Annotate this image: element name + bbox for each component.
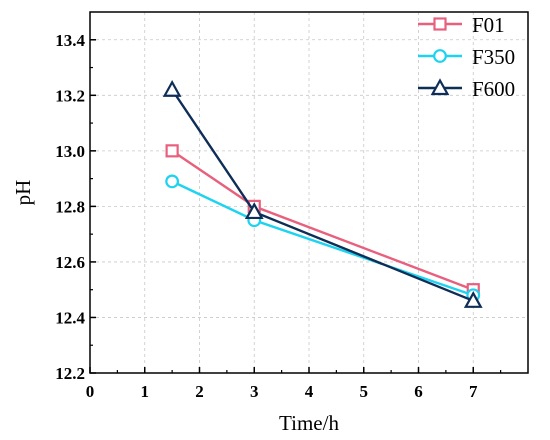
series-f600-line: [171, 89, 474, 302]
y-tick-label: 13.4: [55, 31, 85, 50]
x-tick-label: 7: [469, 382, 478, 401]
x-tick-label: 4: [305, 382, 314, 401]
x-tick-label: 0: [86, 382, 95, 401]
legend-f600-label: F600: [472, 77, 515, 101]
x-tick-label: 1: [141, 382, 150, 401]
legend-f01-label: F01: [472, 13, 505, 37]
y-tick-label: 12.6: [55, 253, 85, 272]
y-tick-label: 12.2: [55, 364, 85, 383]
series-f01: [165, 144, 480, 297]
series-f01-line: [171, 149, 474, 291]
series-layer: [162, 79, 483, 308]
legend-f600-marker: [430, 78, 450, 96]
series-f600-point: [162, 79, 182, 97]
x-tick-label: 5: [360, 382, 369, 401]
x-tick-label: 2: [195, 382, 204, 401]
axes: 0 1 2 3 4 5 6 7 12.2 12.4 12.6 12.8 13.0 13.2 13.4: [55, 31, 502, 401]
series-f350-point: [165, 174, 180, 189]
x-axis-title: Time/h: [279, 411, 339, 435]
series-f600: [162, 79, 483, 308]
grid: [90, 12, 528, 373]
legend-f01-marker: [433, 17, 447, 31]
x-tick-label: 6: [414, 382, 423, 401]
y-tick-label: 13.0: [55, 142, 85, 161]
series-f600-point: [244, 202, 264, 220]
series-f350: [165, 174, 481, 303]
y-tick-label: 13.2: [55, 86, 85, 105]
series-f01-point: [165, 144, 179, 158]
legend: F01 F350 F600: [418, 13, 515, 101]
legend-f350-label: F350: [472, 45, 515, 69]
y-tick-label: 12.8: [55, 197, 85, 216]
y-axis-title: pH: [11, 180, 35, 206]
x-tick-label: 3: [250, 382, 259, 401]
legend-f350-marker: [433, 49, 447, 63]
series-f600-point: [463, 291, 483, 308]
series-f350-line: [171, 180, 474, 297]
y-tick-label: 12.4: [55, 308, 85, 327]
